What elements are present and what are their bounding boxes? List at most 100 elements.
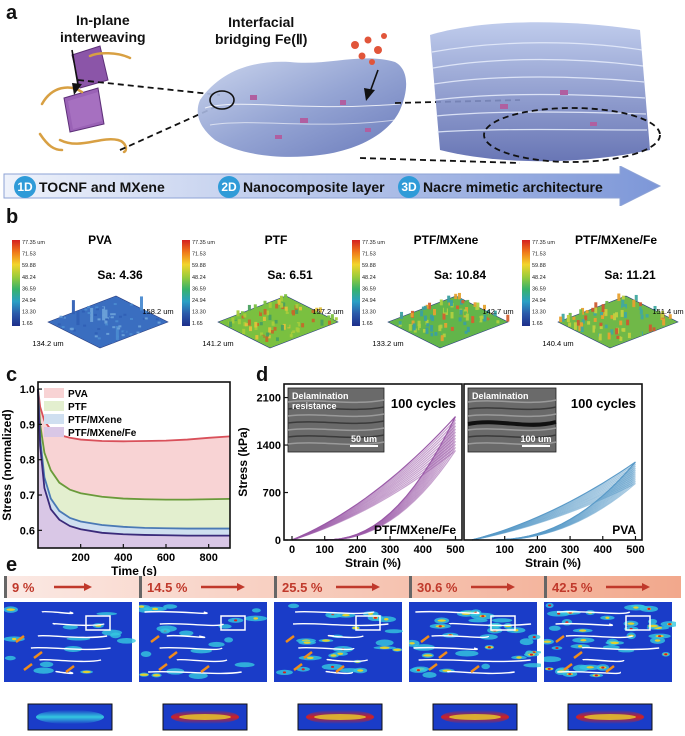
x-tick-label: 0 (289, 544, 295, 556)
colorbar-tick: 59.88 (192, 263, 206, 269)
sem-inset (467, 387, 557, 453)
stress-zone (33, 667, 54, 674)
x-tick-label: 400 (414, 544, 432, 556)
stress-peak (547, 667, 551, 670)
label-bridging-line2: bridging Fe(Ⅱ) (215, 31, 308, 47)
stress-peak (568, 673, 572, 676)
stress-hot (579, 629, 587, 632)
map-dim-left: 140.4 um (542, 339, 573, 348)
label-bridging: Interfacial bridging Fe(Ⅱ) (215, 14, 307, 48)
sample-label: PVA (612, 523, 636, 537)
step-3d: 3D Nacre mimetic architecture (398, 176, 603, 198)
crack (166, 634, 206, 639)
sem-crack (467, 420, 557, 427)
scale-bar-label: 50 um (351, 434, 377, 444)
surface-plate (557, 293, 679, 349)
stress-hot (437, 619, 446, 622)
stress-zone (468, 618, 488, 623)
progress-arrow (3, 166, 662, 206)
stress-peak (481, 615, 485, 618)
stress-hot (357, 669, 364, 672)
y-tick-label: 0.9 (20, 419, 35, 431)
sem-texture (287, 441, 385, 446)
x-tick-label: 400 (594, 544, 612, 556)
x-tick-label: 500 (626, 544, 644, 556)
crack (144, 610, 208, 615)
crack (30, 646, 111, 651)
y-axis-label: Stress (kPa) (236, 427, 250, 496)
step-2d-text: Nanocomposite layer (243, 179, 385, 195)
colorbar-tick: 77.35 um (532, 240, 555, 246)
orange-arrow (470, 665, 480, 673)
crack (418, 658, 531, 663)
crack (557, 670, 621, 675)
crack (159, 646, 223, 651)
crack (41, 610, 74, 615)
stress-hot (580, 639, 587, 642)
colorbar-tick: 1.65 (362, 321, 373, 327)
stress-hot (6, 608, 16, 611)
panel-a-letter: a (6, 2, 18, 24)
strain-strip: 9 % 14.5 % 25.5 % 30.6 % 42.5 % (4, 576, 681, 598)
stress-peak (301, 668, 305, 671)
strain-divider (409, 576, 412, 598)
sem-texture (467, 399, 557, 404)
cycles-label: 100 cycles (571, 396, 636, 411)
orange-arrow (15, 635, 25, 643)
colorbar-tick: 13.30 (22, 310, 36, 316)
stress-zone (491, 618, 513, 623)
crack (326, 658, 368, 663)
x-tick-label: 100 (316, 544, 334, 556)
series-line-3 (37, 389, 230, 530)
legend-swatch-3 (44, 414, 64, 424)
crack (327, 634, 364, 639)
plot-frame (37, 381, 231, 549)
zoom-inset-core (179, 714, 231, 720)
panel-e-simulations: 9 % 14.5 % 25.5 % 30.6 % 42.5 % (0, 574, 685, 734)
strain-arrowhead (507, 583, 515, 591)
sem-texture (467, 406, 557, 411)
surface-plate (47, 295, 169, 349)
stress-peak (438, 625, 442, 628)
sem-texture (287, 434, 385, 439)
stress-hot (578, 645, 583, 648)
plot-frame (463, 383, 643, 541)
sem-texture (467, 413, 557, 418)
strain-label: 14.5 % (147, 580, 188, 595)
colorbar-tick: 48.24 (22, 275, 36, 281)
x-tick-label: 500 (446, 544, 464, 556)
orange-arrow (200, 665, 210, 673)
stress-zone (140, 651, 152, 657)
stress-zone (116, 637, 136, 644)
x-tick-label: 300 (381, 544, 399, 556)
inset-text: Delamination (292, 391, 349, 401)
stress-peak (330, 665, 335, 668)
strain-label: 42.5 % (552, 580, 593, 595)
orange-arrow (335, 665, 345, 673)
zoom-inset-stress (36, 710, 104, 724)
crack (431, 634, 490, 639)
colorbar (352, 240, 360, 326)
colorbar-tick: 13.30 (192, 310, 206, 316)
stress-zone (375, 639, 394, 647)
tocnf-fibers (38, 52, 132, 154)
surface-map-2: 77.35 um 71.53 59.88 48.24 36.59 24.94 13.30 1.… (182, 233, 344, 349)
colorbar (12, 240, 20, 326)
crack (555, 622, 613, 627)
strain-divider (274, 576, 277, 598)
y-tick-label: 0.7 (20, 490, 35, 502)
colorbar-tick: 59.88 (22, 263, 36, 269)
stress-zone (481, 663, 490, 670)
map-dim-right: 157.2 um (312, 307, 343, 316)
stress-zone (62, 624, 78, 630)
zoom-inset-core (449, 714, 501, 720)
stress-zone (544, 656, 562, 663)
zoom-box (490, 615, 516, 631)
x-tick-label: 200 (71, 552, 89, 564)
orange-arrow (33, 651, 43, 659)
orange-arrow (428, 663, 438, 671)
map-dim-left: 133.2 um (372, 339, 403, 348)
x-axis-label: Strain (%) (525, 556, 581, 570)
panel-c-chart: 200 400 600 800 0.6 0.7 0.8 0.9 1.0 Time (s) Stres… (0, 381, 231, 578)
panel-d-letter: d (256, 364, 269, 386)
